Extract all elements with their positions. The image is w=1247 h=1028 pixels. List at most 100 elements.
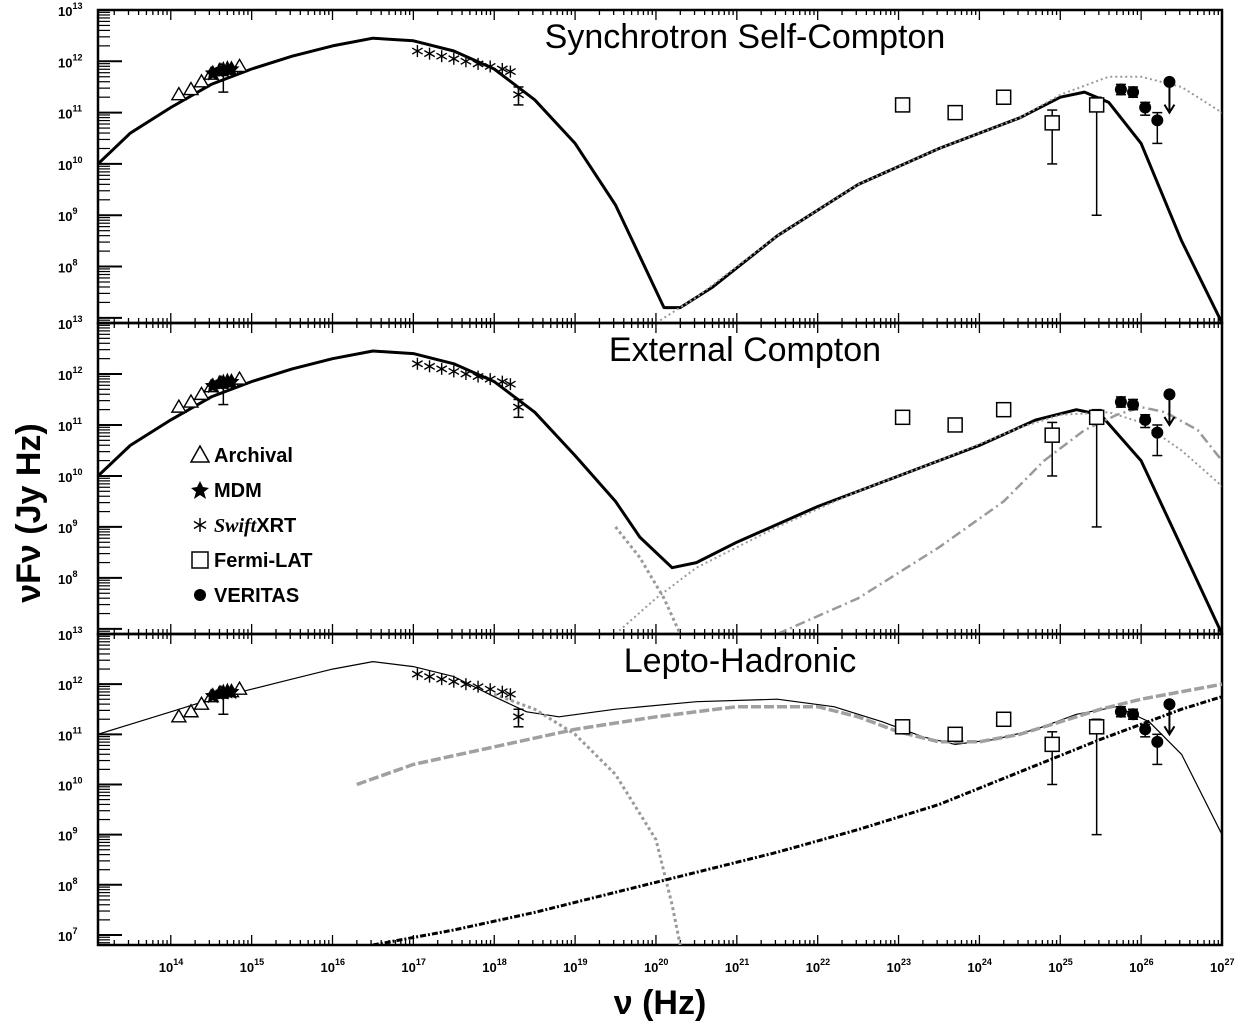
fermi-lat-point [1044,115,1060,131]
swift-xrt-point [512,403,525,411]
swift-xrt-point [423,50,436,58]
x-tick-label: 1014 [159,957,183,975]
archival-point [170,86,188,101]
legend-marker [194,589,206,601]
x-tick-label: 1015 [240,957,264,975]
swift-xrt-point [460,57,472,65]
x-tick-label: 1019 [563,957,587,975]
legend-label: Archival [214,445,293,467]
y-tick-label: 109 [58,826,77,844]
archival-point [182,393,200,408]
veritas-point [1139,723,1152,736]
y-axis-title: νFν (Jy Hz) [10,423,48,603]
panel-title: External Compton [609,331,881,369]
veritas-point [1114,396,1127,409]
panel-title: Lepto-Hadronic [624,642,856,680]
fermi-lat-point [1088,409,1105,426]
swift-xrt-point [512,713,525,721]
swift-xrt-point [423,362,436,370]
archival-point [182,703,200,718]
legend: Archival MDM SwiftXRT Fermi-LAT VERITAS [189,444,313,607]
y-tick-label: 1013 [58,314,82,332]
swift-xrt-point [411,670,423,678]
swift-xrt-point [504,380,516,388]
mdm-point [204,64,221,81]
archival-point [182,81,200,96]
x-tick-label: 1016 [321,957,345,975]
mdm-point [204,377,221,394]
mdm-point [223,60,240,77]
archival-point [193,73,210,88]
mdm-point [223,373,240,390]
swift-xrt-point [411,47,423,55]
mdm-point [204,687,221,704]
swift-xrt-point [496,688,508,696]
legend-marker [191,551,209,569]
panel-3: 107 108 109 1010 1011 1012 1013 Lepto-Hadronic [58,625,1224,947]
panels-layer: 108 109 1010 1011 1012 1013 Synchrotron Self-C… [58,1,1234,975]
x-tick-label: 1018 [482,957,506,975]
y-tick-label: 107 [58,926,77,944]
swift-xrt-point [423,673,436,681]
legend-label: SwiftXRT [214,515,296,537]
fermi-lat-point [1088,719,1105,735]
veritas-point [1127,708,1140,721]
series-curve-dotdash-grey [776,405,1222,634]
y-tick-label: 108 [58,876,77,894]
mdm-point [223,683,240,700]
series-curve-solid-black [98,349,1222,634]
veritas-point [1114,83,1127,96]
y-tick-label: 109 [58,518,77,536]
x-tick-label: 1017 [401,957,425,975]
y-tick-label: 1013 [58,1,82,19]
x-tick-label: 1026 [1129,957,1153,975]
panel-series [98,36,1222,323]
swift-xrt-point [436,52,448,60]
swift-xrt-point [496,65,508,73]
y-tick-label: 1011 [58,104,82,122]
veritas-point [1127,86,1140,99]
fermi-lat-point [995,89,1012,105]
legend-label: MDM [214,480,262,502]
upper-limit-arrowhead [1163,725,1176,737]
x-tick-label: 1027 [1210,957,1234,975]
swift-xrt-point [504,690,516,698]
upper-limit-arrowhead [1163,416,1176,427]
swift-xrt-point [484,62,496,71]
x-tick-label: 1025 [1048,957,1072,975]
series-curve-dotted-grey-sync [493,692,682,945]
veritas-point [1139,101,1152,114]
archival-point [193,695,210,710]
x-tick-label: 1022 [806,957,830,975]
veritas-point [1114,705,1127,718]
y-tick-label: 108 [58,569,77,587]
x-tick-label: 1023 [887,957,911,975]
series-curve-dotted-grey-sync [614,525,682,634]
veritas-point [1139,413,1152,426]
y-tick-label: 1012 [58,675,82,693]
fermi-lat-point [995,711,1012,728]
fermi-lat-point [1044,736,1060,753]
swift-xrt-point [484,685,496,693]
x-tick-label: 1021 [725,957,749,975]
swift-xrt-point [496,378,508,386]
panel-observations [170,45,1176,216]
veritas-point [1127,398,1140,411]
legend-marker [189,444,211,463]
series-curve-solid-black [98,36,1222,323]
y-tick-label: 1011 [58,725,82,743]
x-tick-label: 1024 [967,957,991,975]
swift-xrt-point [460,680,472,688]
swift-xrt-point [472,683,484,691]
swift-xrt-point [448,55,460,63]
swift-xrt-point [460,370,472,378]
y-tick-label: 109 [58,206,77,224]
y-tick-label: 1010 [58,155,82,173]
y-tick-label: 1011 [58,416,82,434]
fermi-lat-point [894,97,911,113]
archival-point [170,708,188,723]
swift-xrt-point [504,67,516,76]
swift-xrt-point [436,675,448,683]
swift-xrt-point [472,372,484,381]
